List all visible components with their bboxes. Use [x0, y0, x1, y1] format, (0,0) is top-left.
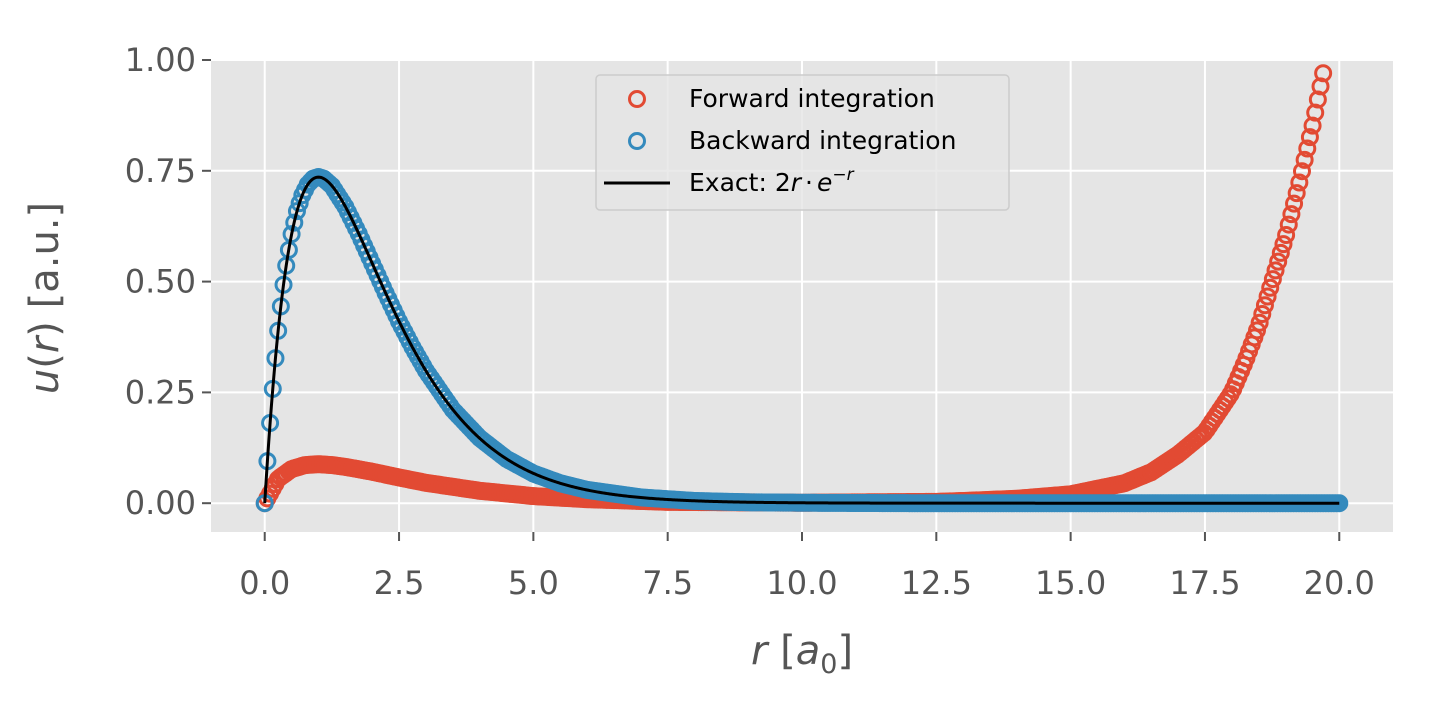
- y-tick-label: 0.50: [125, 263, 196, 301]
- data-point: [1298, 139, 1317, 158]
- data-point: [1269, 252, 1288, 271]
- legend-exact-sup: −r: [832, 165, 854, 185]
- legend-exact-base: e: [817, 168, 832, 197]
- legend: Forward integration Backward integration…: [595, 74, 1010, 211]
- data-point: [1285, 194, 1304, 213]
- data-point: [285, 213, 304, 232]
- x-axis-unit-sub: 0: [820, 649, 837, 680]
- legend-frame: [595, 74, 1010, 211]
- x-axis-var: r: [751, 628, 770, 674]
- x-tick-label: 2.5: [374, 564, 425, 602]
- data-point: [1253, 304, 1272, 323]
- y-axis-unit: [a.u.]: [22, 202, 68, 321]
- data-point: [1266, 261, 1285, 280]
- legend-exact-prefix: Exact: 2: [689, 168, 791, 197]
- x-tick-label: 7.5: [642, 564, 693, 602]
- x-tick-label: 10.0: [766, 564, 837, 602]
- legend-exact-dot: ·: [805, 168, 813, 197]
- data-point: [1279, 215, 1298, 234]
- y-tick-label: 1.00: [125, 41, 196, 79]
- x-tick-label: 12.5: [901, 564, 972, 602]
- y-axis-close: ): [22, 321, 68, 337]
- legend-exact-var: r: [791, 168, 803, 197]
- y-axis-var: u: [22, 369, 68, 394]
- y-tick-label: 0.00: [125, 484, 196, 522]
- x-tick-label: 5.0: [508, 564, 559, 602]
- y-axis-arg: r: [22, 334, 68, 353]
- legend-backward-marker: [628, 132, 646, 150]
- legend-backward-label: Backward integration: [689, 126, 956, 155]
- data-point: [1274, 235, 1293, 254]
- backward-integration-series: [255, 168, 1349, 513]
- data-point: [1255, 296, 1274, 315]
- x-axis-unit-close: ]: [837, 628, 853, 674]
- data-point: [1271, 243, 1290, 262]
- x-axis-label: r [a0]: [751, 628, 853, 680]
- y-tick-label: 0.75: [125, 152, 196, 190]
- data-point: [1277, 226, 1296, 245]
- data-point: [1248, 321, 1266, 340]
- plot-area: [255, 64, 1349, 513]
- y-axis-label: u(r) [a.u.]: [22, 202, 68, 394]
- data-point: [1282, 205, 1301, 224]
- x-tick-label: 17.5: [1169, 564, 1240, 602]
- data-point: [1250, 313, 1269, 332]
- legend-exact-label: Exact: 2r · e−r: [689, 165, 855, 197]
- data-point: [1314, 64, 1333, 83]
- data-point: [1300, 128, 1319, 147]
- x-axis-unit-open: [: [767, 628, 795, 674]
- y-axis-open: (: [22, 353, 68, 369]
- legend-forward-label: Forward integration: [689, 84, 935, 113]
- data-point: [1290, 173, 1309, 192]
- tick-marks: [202, 59, 1341, 541]
- data-point: [1287, 184, 1306, 203]
- y-tick-label: 0.25: [125, 373, 196, 411]
- data-point: [287, 202, 306, 221]
- legend-forward-marker: [628, 90, 646, 108]
- data-point: [1263, 270, 1282, 289]
- data-point: [1258, 287, 1277, 306]
- x-tick-labels: 0.0 2.5 5.0 7.5 10.0 12.5 15.0 17.5 20.0: [239, 564, 1375, 602]
- data-point: [1295, 150, 1314, 169]
- y-tick-labels: 0.00 0.25 0.50 0.75 1.00: [125, 41, 196, 522]
- x-axis-unit-base: a: [796, 628, 821, 674]
- data-point: [1261, 278, 1280, 297]
- data-point: [1292, 162, 1311, 181]
- x-tick-label: 20.0: [1304, 564, 1375, 602]
- x-tick-label: 0.0: [239, 564, 290, 602]
- exact-solution-line: [263, 175, 1340, 505]
- x-tick-label: 15.0: [1035, 564, 1106, 602]
